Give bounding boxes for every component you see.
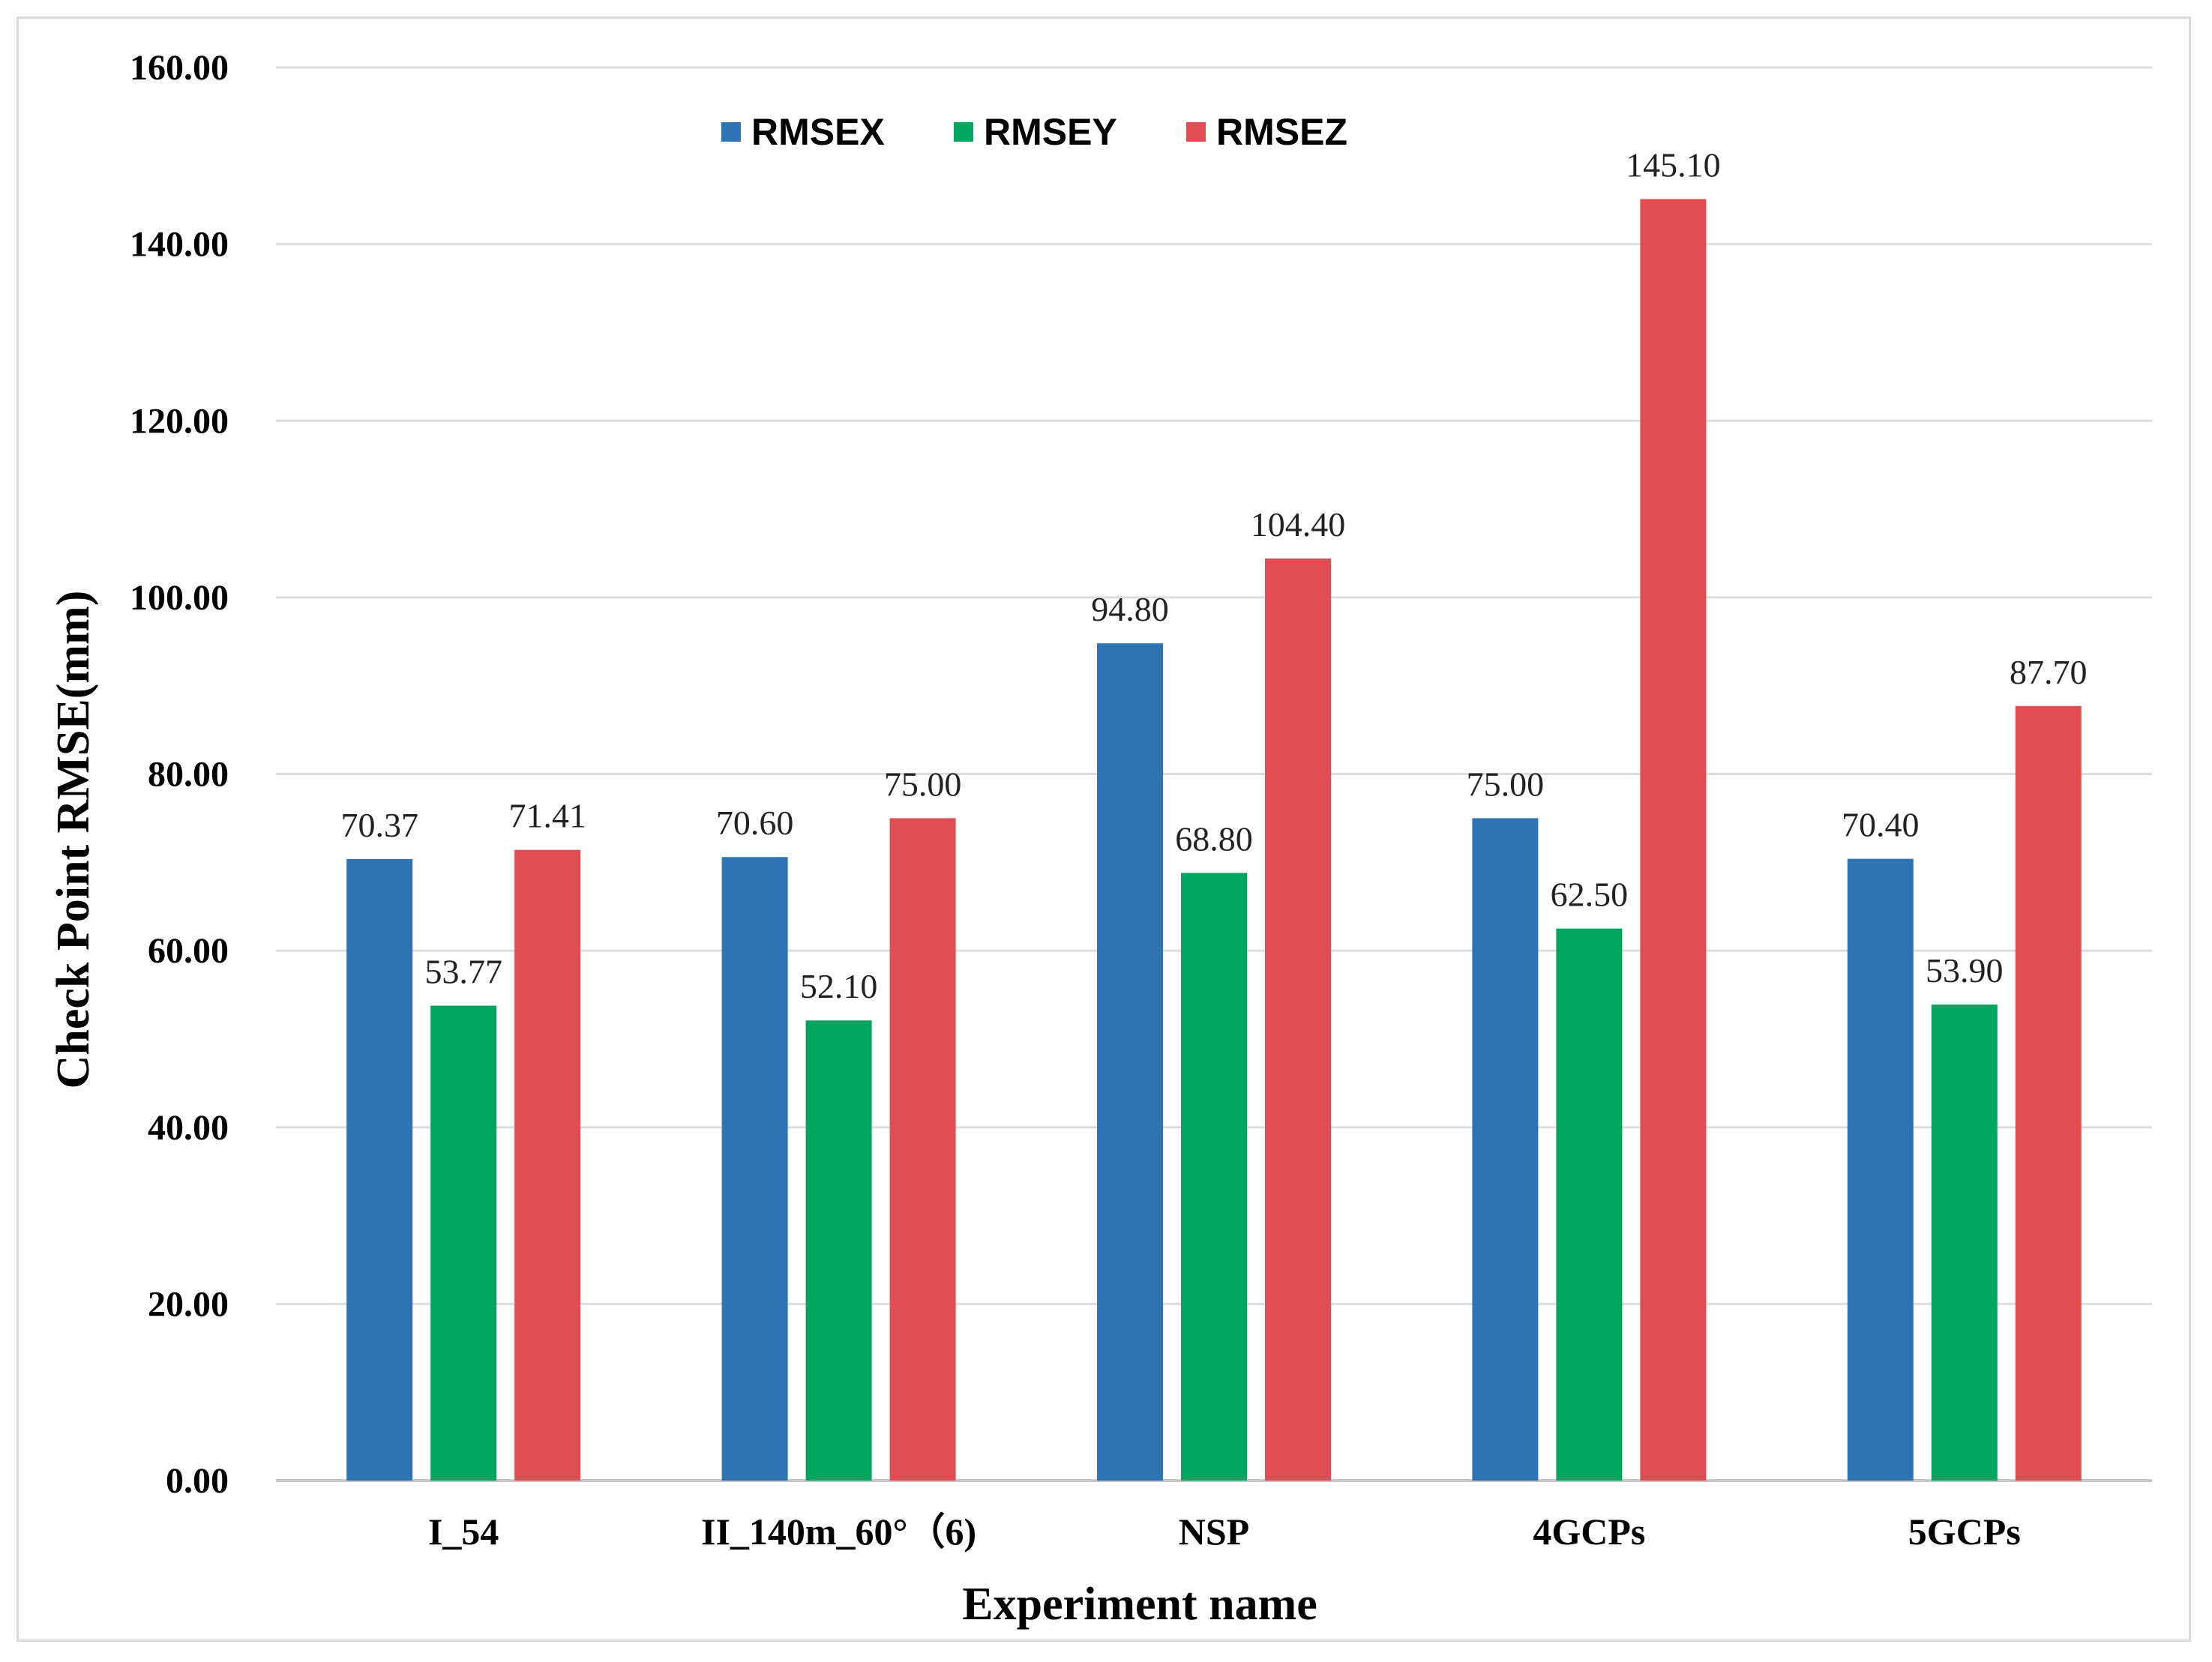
x-axis-categories: I_54 II_140m_60°（6) NSP 4GCPs 5GCPs: [428, 1511, 2021, 1553]
y-tick-label: 40.00: [148, 1108, 229, 1148]
y-tick-label: 60.00: [148, 931, 229, 971]
y-tick-label: 160.00: [130, 48, 229, 88]
x-category-label: I_54: [428, 1511, 499, 1553]
legend: RMSEX RMSEY RMSEZ: [721, 111, 1347, 153]
data-label: 94.80: [1091, 590, 1169, 628]
bar-rmsey: [805, 1020, 872, 1481]
bar-rmsez: [1265, 558, 1331, 1481]
y-tick-label: 140.00: [130, 225, 229, 265]
gridlines: [276, 66, 2152, 1482]
bar-rmsez: [514, 849, 581, 1481]
bar-rmsey: [1181, 873, 1247, 1481]
y-tick-label: 120.00: [130, 401, 229, 441]
x-category-label: II_140m_60°（6): [701, 1511, 976, 1553]
legend-swatch-rmsez: [1186, 122, 1206, 142]
y-tick-label: 0.00: [166, 1461, 229, 1501]
bar-rmsey: [430, 1005, 497, 1481]
data-label: 87.70: [2010, 653, 2088, 691]
data-label: 70.37: [340, 806, 418, 844]
data-label: 68.80: [1175, 819, 1253, 858]
legend-label-rmsex: RMSEX: [751, 111, 885, 153]
data-label: 104.40: [1251, 505, 1346, 544]
bars: [346, 199, 2082, 1481]
y-tick-label: 20.00: [148, 1284, 229, 1324]
data-label: 62.50: [1551, 876, 1629, 914]
data-label: 145.10: [1626, 146, 1721, 184]
data-label: 53.77: [424, 953, 502, 991]
legend-label-rmsez: RMSEZ: [1216, 111, 1347, 153]
y-tick-label: 100.00: [130, 578, 229, 618]
bar-rmsey: [1556, 928, 1623, 1481]
bar-rmsez: [1640, 199, 1707, 1481]
x-category-label: NSP: [1179, 1511, 1249, 1553]
legend-label-rmsey: RMSEY: [984, 111, 1117, 153]
y-axis-title: Check Point RMSE(mm): [48, 591, 99, 1089]
data-label: 70.40: [1842, 806, 1920, 844]
bar-rmsex: [1847, 858, 1914, 1481]
data-label: 52.10: [800, 967, 878, 1005]
x-category-label: 5GCPs: [1908, 1511, 2021, 1553]
x-category-label: 4GCPs: [1533, 1511, 1645, 1553]
y-tick-label: 80.00: [148, 755, 229, 795]
bar-rmsez: [2015, 705, 2082, 1481]
bar-rmsex: [1472, 818, 1539, 1481]
data-labels: 70.37 53.77 71.41 70.60 52.10 75.00 94.80 68.80…: [340, 146, 2087, 1006]
legend-swatch-rmsex: [721, 122, 741, 142]
bar-rmsey: [1931, 1004, 1998, 1481]
data-label: 75.00: [884, 765, 962, 803]
bar-rmsez: [889, 818, 956, 1481]
data-label: 70.60: [716, 804, 794, 842]
data-label: 53.90: [1926, 951, 2004, 990]
bar-rmsex: [1097, 643, 1163, 1481]
bar-rmsex: [346, 858, 413, 1481]
x-axis-title: Experiment name: [962, 1579, 1317, 1630]
data-label: 75.00: [1467, 765, 1545, 803]
y-axis-ticks: 0.00 20.00 40.00 60.00 80.00 100.00 120.00 140.…: [130, 48, 229, 1501]
data-label: 71.41: [508, 797, 586, 835]
bar-rmsex: [721, 857, 788, 1481]
legend-swatch-rmsey: [954, 122, 973, 142]
